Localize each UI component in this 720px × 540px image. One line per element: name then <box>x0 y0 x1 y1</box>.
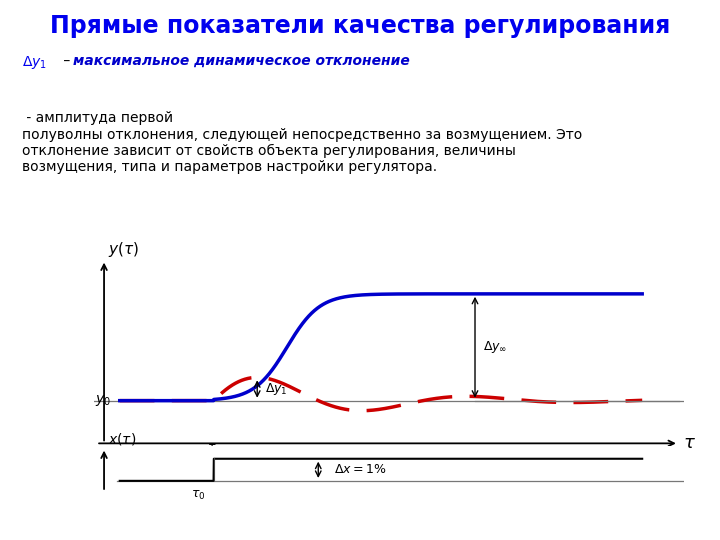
Text: $y_0$: $y_0$ <box>94 393 111 408</box>
Text: $\Delta y_1$: $\Delta y_1$ <box>22 54 47 71</box>
Text: $y(\tau)$: $y(\tau)$ <box>108 240 140 259</box>
Text: $\Delta y_1$: $\Delta y_1$ <box>265 381 288 397</box>
Text: $\tau$: $\tau$ <box>683 434 696 453</box>
Text: $\Delta y_{\infty}$: $\Delta y_{\infty}$ <box>483 339 507 355</box>
Text: –: – <box>59 54 75 68</box>
Text: - амплитуда первой
полуволны отклонения, следующей непосредственно за возмущение: - амплитуда первой полуволны отклонения,… <box>22 111 582 174</box>
Text: $\tau_0$: $\tau_0$ <box>207 443 221 456</box>
Text: максимальное динамическое отклонение: максимальное динамическое отклонение <box>73 54 410 68</box>
Text: $x(\tau)$: $x(\tau)$ <box>108 430 137 447</box>
Text: Прямые показатели качества регулирования: Прямые показатели качества регулирования <box>50 14 670 37</box>
Text: $\tau_0$: $\tau_0$ <box>191 489 205 502</box>
Text: $\Delta x = 1\%$: $\Delta x = 1\%$ <box>334 463 387 476</box>
